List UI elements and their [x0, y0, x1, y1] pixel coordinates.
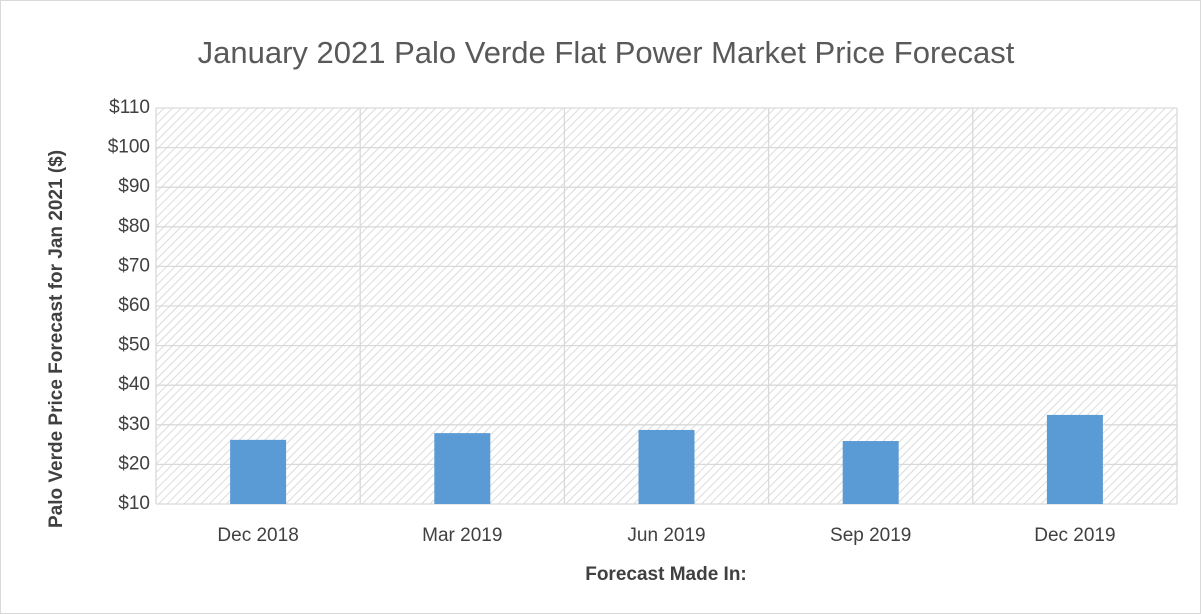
y-tick-label: $30 — [118, 414, 150, 435]
y-tick-label: $110 — [109, 97, 150, 118]
y-tick-label: $70 — [118, 255, 150, 276]
x-tick-label: Jun 2019 — [627, 525, 705, 546]
y-axis-title: Palo Verde Price Forecast for Jan 2021 (… — [46, 150, 67, 528]
y-tick-label: $20 — [118, 453, 150, 474]
bar — [434, 433, 491, 504]
x-tick-label: Sep 2019 — [830, 525, 911, 546]
y-tick-label: $10 — [118, 493, 150, 514]
y-tick-label: $90 — [118, 176, 150, 197]
x-tick-label: Dec 2018 — [217, 525, 298, 546]
y-tick-label: $50 — [118, 335, 150, 356]
y-tick-label: $100 — [108, 137, 150, 158]
chart-title: January 2021 Palo Verde Flat Power Marke… — [198, 35, 1015, 70]
x-tick-label: Mar 2019 — [422, 525, 502, 546]
bar — [1046, 414, 1103, 504]
y-tick-label: $80 — [118, 216, 150, 237]
bar — [842, 441, 899, 504]
x-tick-label: Dec 2019 — [1034, 525, 1115, 546]
y-tick-label: $40 — [118, 374, 150, 395]
x-axis-title: Forecast Made In: — [585, 564, 747, 585]
bar — [638, 429, 695, 504]
bar — [230, 439, 287, 504]
y-tick-label: $60 — [118, 295, 150, 316]
